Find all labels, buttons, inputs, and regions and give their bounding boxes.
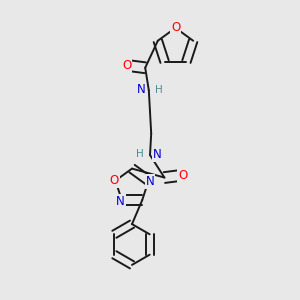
Text: O: O	[109, 174, 119, 187]
Text: O: O	[122, 59, 131, 72]
Text: N: N	[153, 148, 162, 161]
Text: H: H	[136, 149, 143, 160]
Text: O: O	[178, 169, 188, 182]
Text: H: H	[155, 85, 163, 95]
Text: N: N	[116, 195, 124, 208]
Text: O: O	[171, 21, 180, 34]
Text: N: N	[136, 83, 145, 96]
Text: N: N	[146, 175, 154, 188]
